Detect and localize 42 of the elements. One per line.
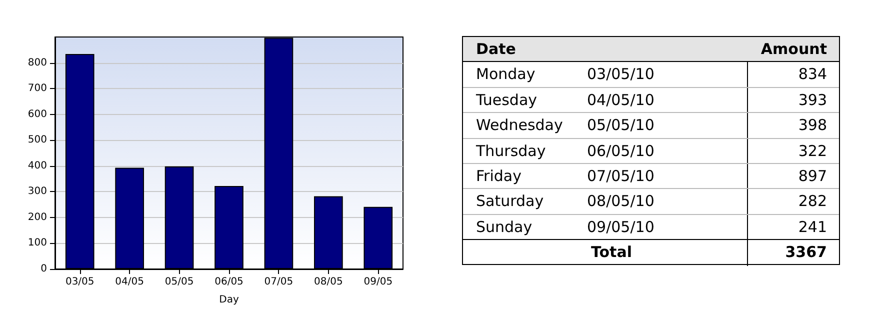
text: 06/05/10 <box>587 140 654 162</box>
text: 897 <box>798 166 827 187</box>
y-tick-label: 300 <box>28 186 47 198</box>
text: 241 <box>798 216 827 238</box>
y-tick-label: 500 <box>28 134 47 146</box>
x-tick-label: 05/05 <box>164 276 194 288</box>
x-tick-label: 06/05 <box>214 276 244 288</box>
x-tick-label: 08/05 <box>314 276 343 288</box>
text: 834 <box>798 64 827 86</box>
text: 3367 <box>785 242 827 264</box>
text: Wednesday <box>476 115 563 136</box>
text: 04/05/10 <box>587 90 654 111</box>
text: Sunday <box>476 216 532 238</box>
text: Tuesday <box>476 90 538 111</box>
text: 03/05/10 <box>587 64 654 86</box>
text: 282 <box>798 191 827 212</box>
text: Friday <box>476 166 522 187</box>
text: 07/05/10 <box>587 166 654 187</box>
y-tick-label: 400 <box>28 160 47 172</box>
x-tick-label: 04/05 <box>115 276 144 288</box>
text: Monday <box>476 64 536 86</box>
text: 08/05/10 <box>587 191 654 212</box>
text: 09/05/10 <box>587 216 654 238</box>
y-tick-label: 200 <box>28 212 47 223</box>
x-tick-label: 03/05 <box>65 276 94 288</box>
y-tick-label: 600 <box>28 108 47 120</box>
y-tick-label: 0 <box>40 264 47 274</box>
text: 322 <box>798 140 827 162</box>
text: Amount <box>760 39 827 60</box>
text: Thursday <box>476 140 546 162</box>
y-tick-label: 100 <box>28 238 47 249</box>
text: Saturday <box>476 191 544 212</box>
x-tick-label: 09/05 <box>364 276 393 288</box>
text: 398 <box>798 115 827 136</box>
text: Total <box>591 242 632 264</box>
text: 05/05/10 <box>587 115 654 136</box>
y-tick-label: 700 <box>28 83 47 94</box>
y-tick-label: 800 <box>28 57 47 68</box>
text: Date <box>476 39 516 60</box>
x-tick-label: 07/05 <box>264 276 294 288</box>
x-axis-title: Day <box>219 294 239 306</box>
text: 393 <box>798 90 827 111</box>
